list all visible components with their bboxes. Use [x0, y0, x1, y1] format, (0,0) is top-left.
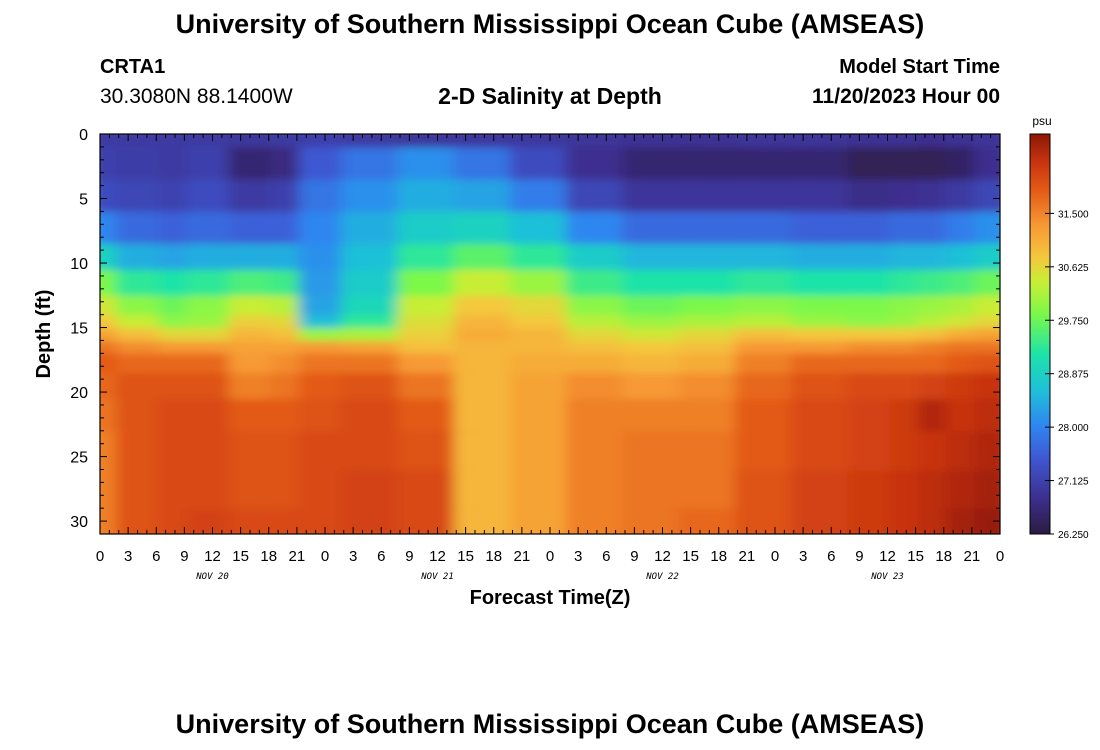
x-tick-label: 6: [602, 548, 610, 565]
x-tick-label: 0: [546, 548, 554, 565]
chart-title: University of Southern Mississippi Ocean…: [175, 9, 925, 39]
station-name: CRTA1: [100, 56, 166, 78]
x-tick-label: 15: [457, 548, 474, 565]
salinity-depth-chart: 0 3 6 9 12 15 18 21 0 3 6 9 12 15 18 21 0 3 6 9 12 15 18 21 0 3 6 9…: [33, 114, 1089, 609]
footer-title: University of Southern Mississippi Ocean…: [175, 709, 925, 739]
colorbar-unit: psu: [1032, 114, 1051, 128]
colorbar: [1029, 133, 1051, 535]
x-tick-label: 9: [630, 548, 638, 565]
x-tick-label: 15: [232, 548, 249, 565]
date-label: NOV 22: [645, 572, 679, 582]
colorbar-tick-label: 27.125: [1058, 477, 1089, 488]
heatmap-field: [100, 134, 1000, 534]
x-tick-label: 9: [855, 548, 863, 565]
x-tick-label: 18: [260, 548, 277, 565]
x-tick-label: 15: [907, 548, 924, 565]
model-start-label: Model Start Time: [839, 56, 1000, 78]
x-tick-label: 12: [879, 548, 896, 565]
y-tick-label: 15: [70, 321, 88, 338]
y-tick-label: 10: [70, 256, 88, 273]
y-tick-label: 20: [70, 385, 88, 402]
colorbar-tick-label: 31.500: [1058, 209, 1089, 220]
date-label: NOV 23: [870, 572, 904, 582]
x-tick-label: 12: [204, 548, 221, 565]
station-coordinates: 30.3080N 88.1400W: [100, 85, 293, 108]
x-tick-label: 18: [710, 548, 727, 565]
y-tick-label: 0: [79, 127, 88, 144]
colorbar-tick-label: 28.000: [1058, 423, 1089, 434]
x-tick-label: 21: [514, 548, 531, 565]
x-tick-label: 3: [574, 548, 582, 565]
y-tick-label: 30: [70, 514, 88, 531]
x-tick-label: 21: [739, 548, 756, 565]
x-tick-label: 21: [289, 548, 306, 565]
x-tick-label: 18: [935, 548, 952, 565]
x-tick-label: 0: [771, 548, 779, 565]
x-tick-label: 12: [429, 548, 446, 565]
x-tick-label: 3: [124, 548, 132, 565]
x-axis-label: Forecast Time(Z): [470, 587, 631, 609]
date-label: NOV 21: [420, 572, 454, 582]
y-tick-label: 25: [70, 450, 88, 467]
colorbar-tick-label: 29.750: [1058, 316, 1089, 327]
y-tick-label: 5: [79, 192, 88, 209]
x-tick-label: 3: [349, 548, 357, 565]
x-tick-label: 12: [654, 548, 671, 565]
x-tick-label: 15: [682, 548, 699, 565]
x-tick-label: 3: [799, 548, 807, 565]
x-tick-label: 6: [152, 548, 160, 565]
x-tick-label: 21: [964, 548, 981, 565]
date-label: NOV 20: [195, 572, 229, 582]
x-tick-label: 0: [321, 548, 329, 565]
chart-subtitle: 2-D Salinity at Depth: [438, 83, 662, 109]
model-start-value: 11/20/2023 Hour 00: [812, 85, 1000, 108]
x-tick-label: 18: [485, 548, 502, 565]
colorbar-tick-label: 28.875: [1058, 370, 1089, 381]
colorbar-tick-label: 30.625: [1058, 263, 1089, 274]
x-tick-label: 0: [996, 548, 1004, 565]
colorbar-tick-label: 26.250: [1058, 530, 1089, 541]
x-tick-label: 9: [405, 548, 413, 565]
x-tick-label: 6: [827, 548, 835, 565]
x-tick-label: 9: [180, 548, 188, 565]
heatmap-cell: [973, 508, 1000, 534]
y-axis-label: Depth (ft): [33, 290, 55, 379]
x-tick-label: 0: [96, 548, 104, 565]
x-tick-label: 6: [377, 548, 385, 565]
